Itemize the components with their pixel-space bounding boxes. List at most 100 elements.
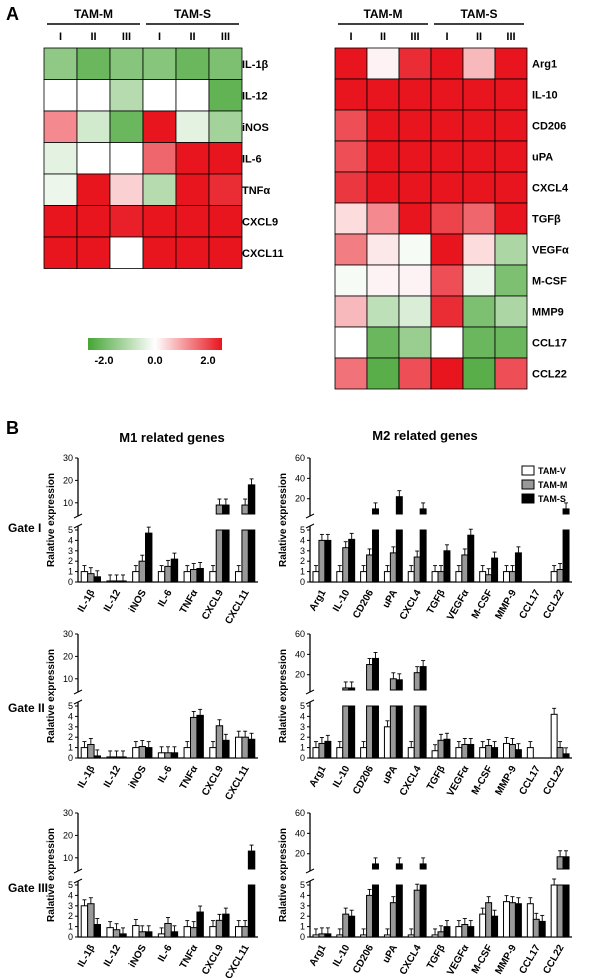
bar [348, 915, 356, 938]
y-tick-label: 2 [300, 911, 305, 921]
bar [183, 571, 191, 583]
bar [209, 926, 217, 938]
bar-lower [419, 705, 427, 759]
bar [324, 539, 332, 583]
y-axis-label: Ralative expression [278, 649, 289, 743]
y-tick-label: 4 [68, 890, 73, 900]
x-tick-label: TGFβ [425, 943, 448, 971]
bar [145, 931, 153, 938]
heatmap-cell [142, 110, 177, 143]
heatmap-cell [175, 110, 210, 143]
bar-lower [395, 884, 403, 938]
axis-break-mark [305, 523, 315, 529]
x-tick-label: TNFα [178, 942, 201, 970]
bar [389, 552, 397, 583]
heatmap-cell [430, 202, 464, 235]
x-tick-label: IL-12 [102, 943, 123, 969]
bar [106, 580, 114, 583]
heatmap-cell [366, 109, 400, 142]
bar [538, 920, 546, 938]
y-tick-label: 2 [300, 732, 305, 742]
heatmap-cell [334, 47, 368, 80]
bar [235, 571, 243, 583]
bar [80, 905, 89, 938]
y-tick-label: 5 [68, 880, 73, 890]
axis-break-mark [305, 699, 315, 705]
axis-break-mark [73, 689, 83, 695]
y-tick-label: 40 [295, 828, 305, 838]
heatmap-cell [398, 357, 432, 390]
column-label: III [221, 31, 230, 43]
section-title-m1: M1 related genes [119, 430, 225, 445]
bar [247, 738, 256, 759]
bar [461, 743, 469, 759]
bar-lower [222, 529, 230, 583]
bar [80, 571, 89, 583]
bar [532, 918, 540, 938]
x-tick-label: CXCL4 [398, 764, 424, 798]
column-label: I [59, 31, 62, 43]
bar [241, 736, 249, 759]
heatmap-cell [430, 326, 464, 359]
y-tick-label: 0 [68, 753, 73, 763]
bar-lower [247, 884, 256, 938]
row-label: M-CSF [532, 276, 567, 288]
heatmap-cell [366, 202, 400, 235]
heatmap-cell [334, 264, 368, 297]
heatmap-cell [109, 173, 144, 206]
heatmap-cell [175, 79, 210, 112]
y-tick-label: 30 [63, 629, 73, 639]
y-tick-label: 4 [300, 711, 305, 721]
bar [312, 747, 320, 759]
colorbar-bar [88, 338, 222, 350]
x-tick-label: iNOS [127, 764, 149, 791]
bar [196, 714, 204, 759]
y-tick-label: 20 [63, 651, 73, 661]
y-tick-label: 2 [68, 556, 73, 566]
axis-break-mark [305, 513, 315, 519]
x-tick-label: CD206 [351, 588, 376, 621]
heatmap-cell [366, 233, 400, 266]
x-tick-label: CXCL9 [200, 764, 226, 798]
heatmap-cell [430, 264, 464, 297]
x-tick-label: CCL17 [518, 943, 544, 976]
y-axis-label: Ralative expression [46, 828, 57, 922]
bar [443, 550, 451, 583]
group-header: TAM-M [74, 7, 113, 21]
legend-label: TAM-S [538, 494, 566, 504]
bar [170, 931, 179, 938]
bar [112, 756, 121, 759]
y-tick-label: 1 [68, 922, 73, 932]
bar [318, 742, 326, 759]
bar [550, 884, 558, 938]
row-label: Arg1 [532, 59, 557, 71]
y-tick-label: 0 [300, 932, 305, 942]
bar-lower [562, 884, 570, 938]
group-header: TAM-S [174, 7, 211, 21]
x-tick-label: M-CSF [470, 943, 495, 976]
y-tick-label: 20 [295, 494, 305, 504]
bar [491, 915, 499, 938]
heatmap-cell [462, 202, 496, 235]
axis-break-mark [73, 523, 83, 529]
bar [437, 739, 445, 759]
heatmap-cell [76, 110, 111, 143]
heatmap-cell [430, 295, 464, 328]
bar [443, 738, 451, 759]
bar [145, 747, 153, 759]
heatmap-cell [462, 47, 496, 80]
heatmap-cell [109, 142, 144, 175]
heatmap-cell [334, 78, 368, 111]
y-tick-label: 0 [68, 932, 73, 942]
gate-label-2: Gate II [8, 701, 45, 715]
x-tick-label: iNOS [127, 588, 149, 615]
bar-upper [215, 504, 224, 515]
bar [461, 924, 469, 938]
x-tick-label: IL-1β [76, 943, 97, 969]
bar [360, 571, 368, 583]
bar [235, 736, 243, 759]
bar-upper [395, 863, 403, 870]
bar-lower [372, 705, 379, 759]
